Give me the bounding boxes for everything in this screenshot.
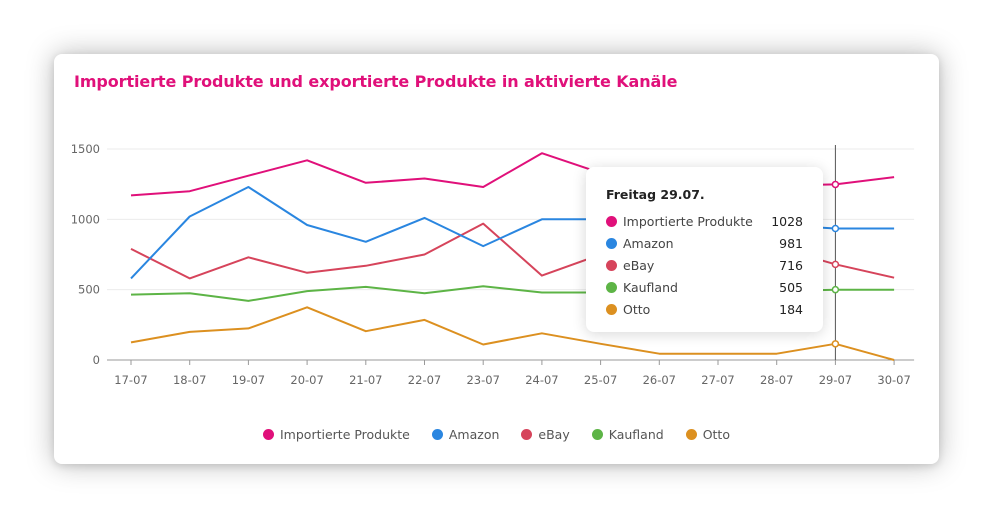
y-tick-label: 1500 xyxy=(71,142,100,156)
tooltip-series-name: Otto xyxy=(623,301,651,317)
legend-item-importierte-produkte[interactable]: Importierte Produkte xyxy=(263,427,410,442)
chart-legend: Importierte Produkte Amazon eBay Kauflan… xyxy=(54,427,939,442)
highlight-point xyxy=(831,260,840,269)
legend-item-kaufland[interactable]: Kaufland xyxy=(591,427,664,442)
tooltip-series-name: eBay xyxy=(623,257,655,273)
highlight-point xyxy=(831,180,840,189)
tooltip-series-value: 184 xyxy=(779,301,803,317)
chart-card: Importierte Produkte und exportierte Pro… xyxy=(54,54,939,464)
legend-label: eBay xyxy=(538,427,570,442)
x-tick-label: 25-07 xyxy=(584,373,617,387)
y-tick-label: 1000 xyxy=(71,212,100,226)
chart-title: Importierte Produkte und exportierte Pro… xyxy=(74,72,678,91)
tooltip-series-value: 981 xyxy=(779,235,803,251)
x-tick-label: 17-07 xyxy=(114,373,147,387)
tooltip-row: Otto 184 xyxy=(606,298,803,320)
highlight-point xyxy=(831,224,840,233)
tooltip-row: Amazon 981 xyxy=(606,232,803,254)
tooltip-dot-icon xyxy=(606,215,617,227)
legend-dot-icon xyxy=(431,429,443,440)
tooltip-dot-icon xyxy=(606,303,617,315)
x-tick-label: 23-07 xyxy=(466,373,499,387)
series-line-otto xyxy=(130,306,895,361)
highlight-point xyxy=(831,340,840,348)
legend-item-ebay[interactable]: eBay xyxy=(521,427,570,442)
tooltip-dot-icon xyxy=(606,259,617,271)
tooltip-series-name: Importierte Produkte xyxy=(623,213,753,229)
legend-label: Importierte Produkte xyxy=(280,427,410,442)
tooltip-series-value: 716 xyxy=(779,257,803,273)
tooltip-row: eBay 716 xyxy=(606,254,803,276)
tooltip-title: Freitag 29.07. xyxy=(606,187,705,202)
x-tick-label: 29-07 xyxy=(819,373,852,387)
tooltip-dot-icon xyxy=(606,237,617,249)
x-tick-label: 18-07 xyxy=(173,373,206,387)
x-tick-label: 22-07 xyxy=(408,373,441,387)
x-tick-label: 26-07 xyxy=(643,373,676,387)
legend-dot-icon xyxy=(591,429,603,440)
legend-dot-icon xyxy=(263,429,274,440)
y-tick-label: 500 xyxy=(78,283,100,297)
legend-dot-icon xyxy=(685,429,697,440)
tooltip-series-name: Kaufland xyxy=(623,279,678,295)
legend-label: Kaufland xyxy=(608,427,664,442)
tooltip-dot-icon xyxy=(606,281,617,293)
tooltip-series-value: 1028 xyxy=(771,213,803,229)
legend-label: Amazon xyxy=(448,427,500,442)
legend-dot-icon xyxy=(521,429,533,440)
legend-item-otto[interactable]: Otto xyxy=(685,427,730,442)
x-tick-label: 24-07 xyxy=(525,373,558,387)
chart-tooltip: Freitag 29.07. Importierte Produkte 1028… xyxy=(586,167,823,332)
x-tick-label: 20-07 xyxy=(290,373,323,387)
x-tick-label: 21-07 xyxy=(349,373,382,387)
highlight-point xyxy=(831,285,840,294)
x-tick-label: 27-07 xyxy=(701,373,734,387)
legend-label: Otto xyxy=(702,427,730,442)
x-tick-label: 30-07 xyxy=(877,373,910,387)
tooltip-row: Kaufland 505 xyxy=(606,276,803,298)
line-chart[interactable]: 0 500 1000 1500 17-07 18-07 19-07 20-07 21-07 22-… xyxy=(54,54,939,464)
tooltip-series-value: 505 xyxy=(779,279,803,295)
x-tick-label: 28-07 xyxy=(760,373,793,387)
tooltip-series-name: Amazon xyxy=(623,235,674,251)
x-tick-label: 19-07 xyxy=(232,373,265,387)
tooltip-row: Importierte Produkte 1028 xyxy=(606,210,803,232)
legend-item-amazon[interactable]: Amazon xyxy=(431,427,500,442)
y-tick-label: 0 xyxy=(93,353,100,367)
